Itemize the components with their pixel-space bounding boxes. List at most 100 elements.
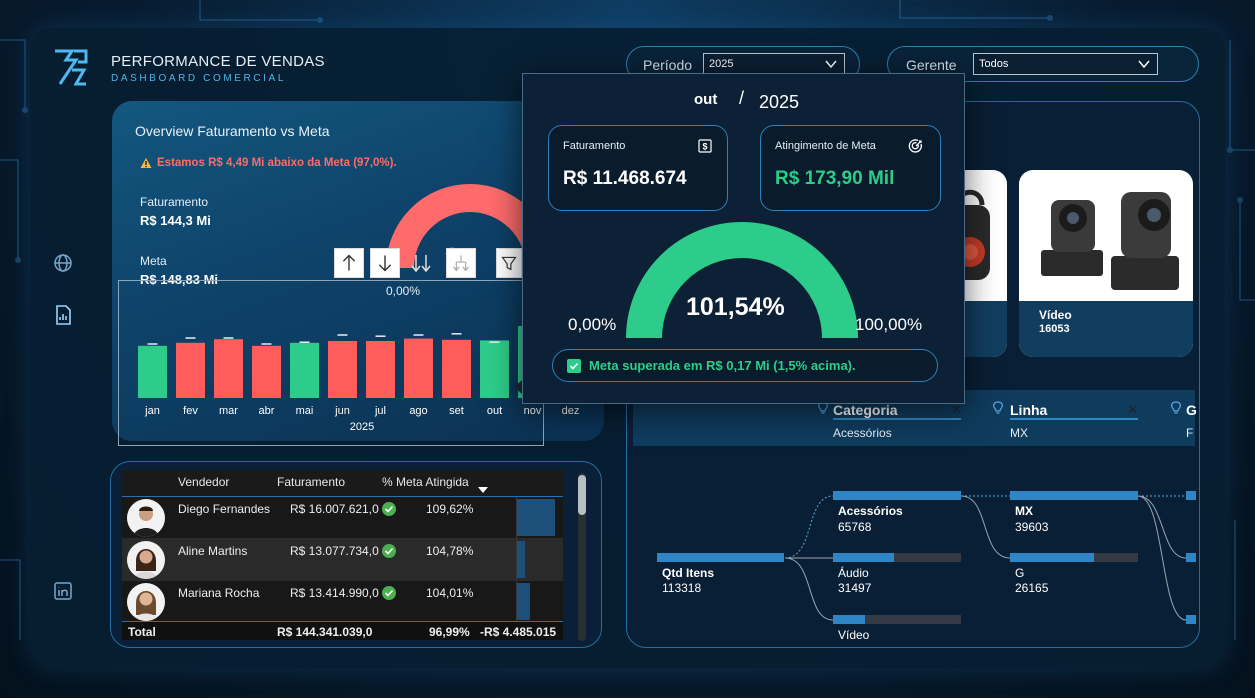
table-row[interactable]: Aline Martins R$ 13.077.734,0 104,78%	[122, 539, 563, 581]
product-image-camera	[1041, 192, 1179, 290]
filter-button[interactable]	[496, 248, 522, 278]
decomp-node[interactable]	[1010, 553, 1138, 562]
lightbulb-icon[interactable]	[1170, 401, 1182, 415]
seller-name: Mariana Rocha	[178, 586, 260, 600]
close-icon[interactable]: ✕	[1127, 402, 1138, 417]
bar-ago[interactable]	[404, 338, 433, 398]
avatar	[127, 541, 165, 579]
scrollbar-thumb[interactable]	[578, 475, 586, 515]
table-row[interactable]: Mariana Rocha R$ 13.414.990,0 104,01%	[122, 581, 563, 623]
sort-desc-icon[interactable]	[478, 487, 488, 493]
close-icon[interactable]: ✕	[951, 402, 962, 417]
filter-icon	[501, 256, 517, 271]
brand-subtitle: DASHBOARD COMERCIAL	[111, 73, 286, 84]
manager-label: Gerente	[906, 57, 957, 73]
report-icon[interactable]	[52, 304, 74, 326]
decomp-node-value: 39603	[1015, 520, 1049, 534]
bar-jan[interactable]	[138, 345, 167, 398]
total-revenue: R$ 144.341.039,0	[277, 625, 373, 639]
decomp-node[interactable]	[833, 491, 961, 500]
arrow-down-icon	[378, 255, 392, 272]
tooltip-gauge-min: 0,00%	[568, 315, 617, 334]
expand-all-button[interactable]	[446, 248, 476, 278]
decomp-node-partial[interactable]	[1186, 491, 1196, 500]
bar-abr[interactable]	[252, 345, 281, 398]
product-card-video[interactable]: Vídeo 16053	[1019, 170, 1193, 357]
x-axis-label: 2025	[350, 421, 374, 433]
table-row[interactable]: Diego Fernandes R$ 16.007.621,0 109,62%	[122, 497, 563, 539]
tooltip-attain-value: R$ 173,90 Mil	[775, 168, 895, 189]
check-circle-icon	[382, 502, 396, 516]
brand-logo-icon	[55, 49, 88, 86]
product-value: 16053	[1039, 323, 1070, 335]
tooltip-gauge-value: 101,54%	[686, 293, 785, 321]
expand-next-level-button[interactable]	[406, 248, 436, 278]
tooltip-message-text: Meta superada em R$ 0,17 Mi (1,5% acima)…	[589, 358, 856, 373]
decomposition-connectors	[784, 495, 1187, 621]
tooltip-slash: /	[739, 88, 745, 108]
header-revenue[interactable]: Faturamento	[277, 475, 346, 489]
bar-mar[interactable]	[214, 339, 243, 398]
header-line: Linha	[1010, 402, 1048, 418]
lightbulb-icon[interactable]	[992, 401, 1004, 415]
decomp-node-fill	[1186, 553, 1196, 562]
tooltip-message: Meta superada em R$ 0,17 Mi (1,5% acima)…	[552, 349, 938, 382]
money-icon: $	[698, 139, 712, 153]
header-seller[interactable]: Vendedor	[178, 475, 230, 489]
decomp-node-value: 65768	[838, 520, 872, 534]
header-third: G	[1186, 402, 1197, 418]
x-tick-label: mai	[296, 405, 314, 417]
decomp-node-root[interactable]	[657, 553, 784, 562]
x-tick-label: jun	[334, 405, 350, 417]
avatar	[127, 499, 165, 537]
bar-mai[interactable]	[290, 342, 319, 398]
bar-fev[interactable]	[176, 342, 205, 398]
manager-filter: Gerente Todos	[887, 46, 1199, 82]
decomp-node-label: Áudio	[838, 566, 869, 580]
overview-gauge-min: 0,00%	[386, 284, 421, 298]
seller-pct: 104,01%	[426, 586, 474, 600]
brand-title: PERFORMANCE DE VENDAS	[111, 53, 325, 70]
bar-set[interactable]	[442, 339, 471, 398]
bar-jun[interactable]	[328, 341, 357, 398]
decomp-node-partial[interactable]	[1186, 553, 1196, 562]
bar-out[interactable]	[480, 340, 509, 398]
seller-pct: 109,62%	[426, 502, 474, 516]
decomp-node-fill	[1186, 491, 1196, 500]
header-pct[interactable]: % Meta Atingida	[382, 475, 469, 489]
seller-bar	[516, 497, 555, 538]
globe-icon[interactable]	[52, 252, 74, 274]
header-line-value: MX	[1010, 426, 1028, 440]
x-tick-label: ago	[409, 405, 427, 417]
decomp-node[interactable]	[833, 615, 961, 624]
header-underline	[1010, 418, 1138, 420]
decomp-node[interactable]	[1010, 491, 1138, 500]
tooltip-revenue-label: Faturamento	[563, 140, 626, 152]
linkedin-icon[interactable]	[52, 580, 74, 602]
bar-jul[interactable]	[366, 341, 395, 398]
drill-down-button[interactable]	[370, 248, 400, 278]
decomp-node-partial[interactable]	[1186, 615, 1196, 624]
decomp-node-fill	[1186, 615, 1196, 624]
manager-select[interactable]: Todos	[973, 53, 1158, 75]
seller-bar	[516, 581, 530, 622]
chevron-down-icon	[1138, 60, 1150, 69]
decomp-node-fill	[833, 491, 961, 500]
header-category: Categoria	[833, 402, 898, 418]
x-tick-label: fev	[183, 405, 198, 417]
table-scrollbar[interactable]	[578, 473, 586, 641]
tooltip-gauge-arc	[626, 222, 858, 339]
double-arrow-down-icon	[411, 255, 431, 273]
decomp-node-label: G	[1015, 566, 1025, 580]
decomp-node[interactable]	[833, 553, 961, 562]
x-tick-label: out	[487, 405, 502, 417]
tooltip-caret	[514, 380, 522, 394]
drill-up-button[interactable]	[334, 248, 364, 278]
tooltip-attain-label: Atingimento de Meta	[775, 140, 876, 152]
header-category-value: Acessórios	[833, 426, 892, 440]
manager-value: Todos	[979, 58, 1009, 70]
period-select[interactable]: 2025	[703, 53, 845, 75]
lightbulb-icon[interactable]	[817, 401, 829, 415]
svg-text:$: $	[702, 142, 707, 152]
decomp-node-label: Vídeo	[838, 628, 870, 642]
